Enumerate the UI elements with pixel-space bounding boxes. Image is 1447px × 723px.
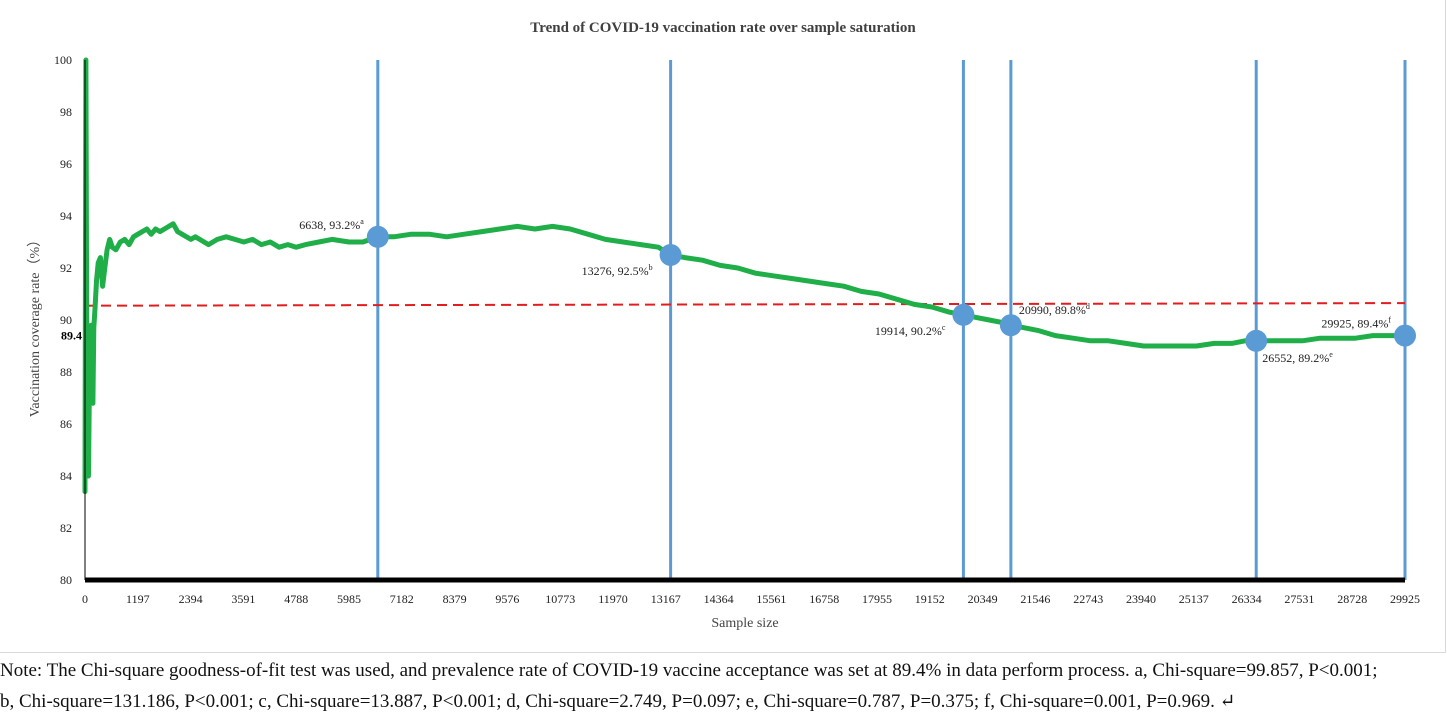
y-tick-label: 80	[60, 573, 72, 587]
series-line	[82, 57, 1408, 495]
marker-label: 20990, 89.8%d	[1019, 302, 1090, 317]
marker-label: 6638, 93.2%a	[299, 217, 364, 232]
x-tick-label: 23940	[1126, 592, 1156, 606]
y-reference-label: 89.4	[61, 329, 82, 343]
y-axis-label: Vaccination coverage rate（%）	[27, 233, 43, 417]
x-tick-label: 1197	[126, 592, 150, 606]
y-tick-label: 90	[60, 313, 72, 327]
y-tick-label: 92	[60, 261, 72, 275]
y-tick-label: 82	[60, 521, 72, 535]
x-tick-label: 21546	[1020, 592, 1050, 606]
marker-point	[366, 225, 389, 248]
chart-note-line-1: Note: The Chi-square goodness-of-fit tes…	[0, 660, 1378, 681]
x-tick-label: 11970	[598, 592, 628, 606]
y-tick-label: 98	[60, 105, 72, 119]
x-tick-label: 3591	[231, 592, 255, 606]
x-tick-label: 4788	[284, 592, 308, 606]
y-tick-label: 100	[54, 53, 72, 67]
marker-point	[1394, 324, 1416, 347]
x-tick-label: 22743	[1073, 592, 1103, 606]
marker-label: 29925, 89.4%f	[1321, 316, 1391, 331]
chart-frame: Trend of COVID-19 vaccination rate over …	[0, 0, 1446, 653]
y-tick-label: 84	[60, 469, 72, 483]
x-tick-label: 27531	[1284, 592, 1314, 606]
marker-point	[1245, 329, 1268, 352]
x-tick-label: 13167	[651, 592, 681, 606]
marker-point	[659, 244, 682, 266]
x-axis-label: Sample size	[711, 616, 778, 631]
y-tick-label: 88	[60, 365, 72, 379]
chart-title: Trend of COVID-19 vaccination rate over …	[530, 20, 916, 36]
x-tick-label: 25137	[1179, 592, 1209, 606]
marker-label: 19914, 90.2%c	[875, 323, 946, 338]
y-tick-label: 86	[60, 417, 72, 431]
x-tick-label: 20349	[968, 592, 998, 606]
reference-dashed-line	[84, 302, 1406, 307]
x-tick-label: 28728	[1337, 592, 1367, 606]
x-tick-label: 10773	[545, 592, 575, 606]
x-tick-label: 8379	[443, 592, 467, 606]
x-tick-label: 15561	[756, 592, 786, 606]
chart-note-line-2: b, Chi-square=131.186, P<0.001; c, Chi-s…	[0, 691, 1236, 712]
marker-label: 26552, 89.2%e	[1262, 350, 1333, 365]
x-tick-label: 2394	[179, 592, 203, 606]
y-tick-label: 96	[60, 157, 72, 171]
x-tick-label: 9576	[495, 592, 519, 606]
x-tick-label: 17955	[862, 592, 892, 606]
x-tick-label: 5985	[337, 592, 361, 606]
marker-point	[952, 303, 975, 326]
x-tick-label: 16758	[809, 592, 839, 606]
x-tick-label: 7182	[390, 592, 414, 606]
x-tick-label: 26334	[1232, 592, 1262, 606]
chart: Trend of COVID-19 vaccination rate over …	[27, 20, 1420, 631]
x-tick-label: 0	[82, 592, 88, 606]
marker-label: 13276, 92.5%b	[582, 263, 653, 278]
x-tick-label: 14364	[704, 592, 734, 606]
x-tick-label: 29925	[1390, 592, 1420, 606]
marker-point	[999, 314, 1022, 337]
y-tick-label: 94	[60, 209, 72, 223]
x-tick-label: 19152	[915, 592, 945, 606]
